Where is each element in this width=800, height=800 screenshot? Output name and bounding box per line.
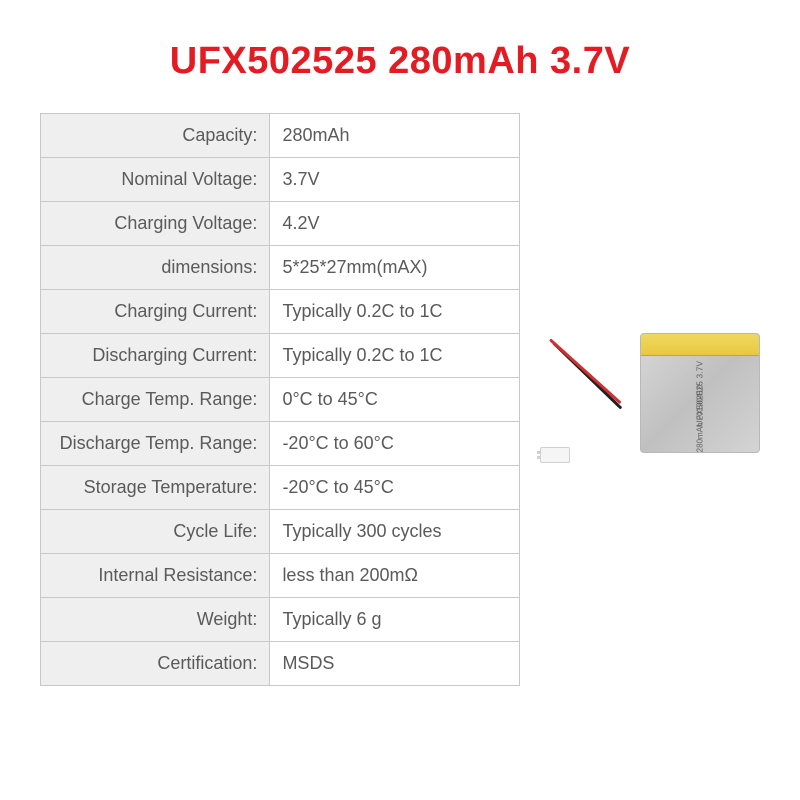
battery-wire-red-icon bbox=[549, 338, 622, 404]
spec-value: 4.2V bbox=[270, 202, 520, 246]
table-row: Internal Resistance:less than 200mΩ bbox=[41, 554, 520, 598]
battery-top-icon bbox=[641, 334, 759, 356]
spec-label: Cycle Life: bbox=[41, 510, 270, 554]
table-row: Charging Current:Typically 0.2C to 1C bbox=[41, 290, 520, 334]
spec-value: Typically 0.2C to 1C bbox=[270, 334, 520, 378]
table-row: Cycle Life:Typically 300 cycles bbox=[41, 510, 520, 554]
table-row: Certification:MSDS bbox=[41, 642, 520, 686]
spec-value: 280mAh bbox=[270, 114, 520, 158]
spec-label: Storage Temperature: bbox=[41, 466, 270, 510]
spec-label: Certification: bbox=[41, 642, 270, 686]
spec-table: Capacity:280mAh Nominal Voltage:3.7V Cha… bbox=[40, 113, 520, 686]
table-row: Charging Voltage:4.2V bbox=[41, 202, 520, 246]
battery-body-icon: UFX502525 3.7V 280mAh 20190410 bbox=[640, 333, 760, 453]
table-row: Charge Temp. Range:0°C to 45°C bbox=[41, 378, 520, 422]
spec-label: Capacity: bbox=[41, 114, 270, 158]
spec-table-body: Capacity:280mAh Nominal Voltage:3.7V Cha… bbox=[41, 114, 520, 686]
battery-label-text2: 280mAh 20190410 bbox=[696, 385, 705, 453]
spec-value: -20°C to 60°C bbox=[270, 422, 520, 466]
table-row: Capacity:280mAh bbox=[41, 114, 520, 158]
table-row: Weight:Typically 6 g bbox=[41, 598, 520, 642]
table-row: Discharge Temp. Range:-20°C to 60°C bbox=[41, 422, 520, 466]
battery-illustration: UFX502525 3.7V 280mAh 20190410 bbox=[540, 333, 760, 493]
spec-label: Charge Temp. Range: bbox=[41, 378, 270, 422]
spec-value: 0°C to 45°C bbox=[270, 378, 520, 422]
spec-label: Nominal Voltage: bbox=[41, 158, 270, 202]
spec-label: Charging Current: bbox=[41, 290, 270, 334]
spec-label: Charging Voltage: bbox=[41, 202, 270, 246]
spec-value: less than 200mΩ bbox=[270, 554, 520, 598]
spec-label: Discharging Current: bbox=[41, 334, 270, 378]
product-title: UFX502525 280mAh 3.7V bbox=[0, 0, 800, 113]
spec-value: 5*25*27mm(mAX) bbox=[270, 246, 520, 290]
battery-image-area: UFX502525 3.7V 280mAh 20190410 bbox=[520, 113, 760, 493]
content-area: Capacity:280mAh Nominal Voltage:3.7V Cha… bbox=[0, 113, 800, 686]
spec-value: MSDS bbox=[270, 642, 520, 686]
spec-value: Typically 6 g bbox=[270, 598, 520, 642]
spec-label: Internal Resistance: bbox=[41, 554, 270, 598]
table-row: Nominal Voltage:3.7V bbox=[41, 158, 520, 202]
table-row: Storage Temperature:-20°C to 45°C bbox=[41, 466, 520, 510]
spec-value: 3.7V bbox=[270, 158, 520, 202]
spec-value: Typically 0.2C to 1C bbox=[270, 290, 520, 334]
spec-label: Weight: bbox=[41, 598, 270, 642]
spec-label: dimensions: bbox=[41, 246, 270, 290]
spec-value: -20°C to 45°C bbox=[270, 466, 520, 510]
spec-value: Typically 300 cycles bbox=[270, 510, 520, 554]
spec-label: Discharge Temp. Range: bbox=[41, 422, 270, 466]
table-row: dimensions:5*25*27mm(mAX) bbox=[41, 246, 520, 290]
battery-connector-icon bbox=[540, 447, 570, 463]
table-row: Discharging Current:Typically 0.2C to 1C bbox=[41, 334, 520, 378]
